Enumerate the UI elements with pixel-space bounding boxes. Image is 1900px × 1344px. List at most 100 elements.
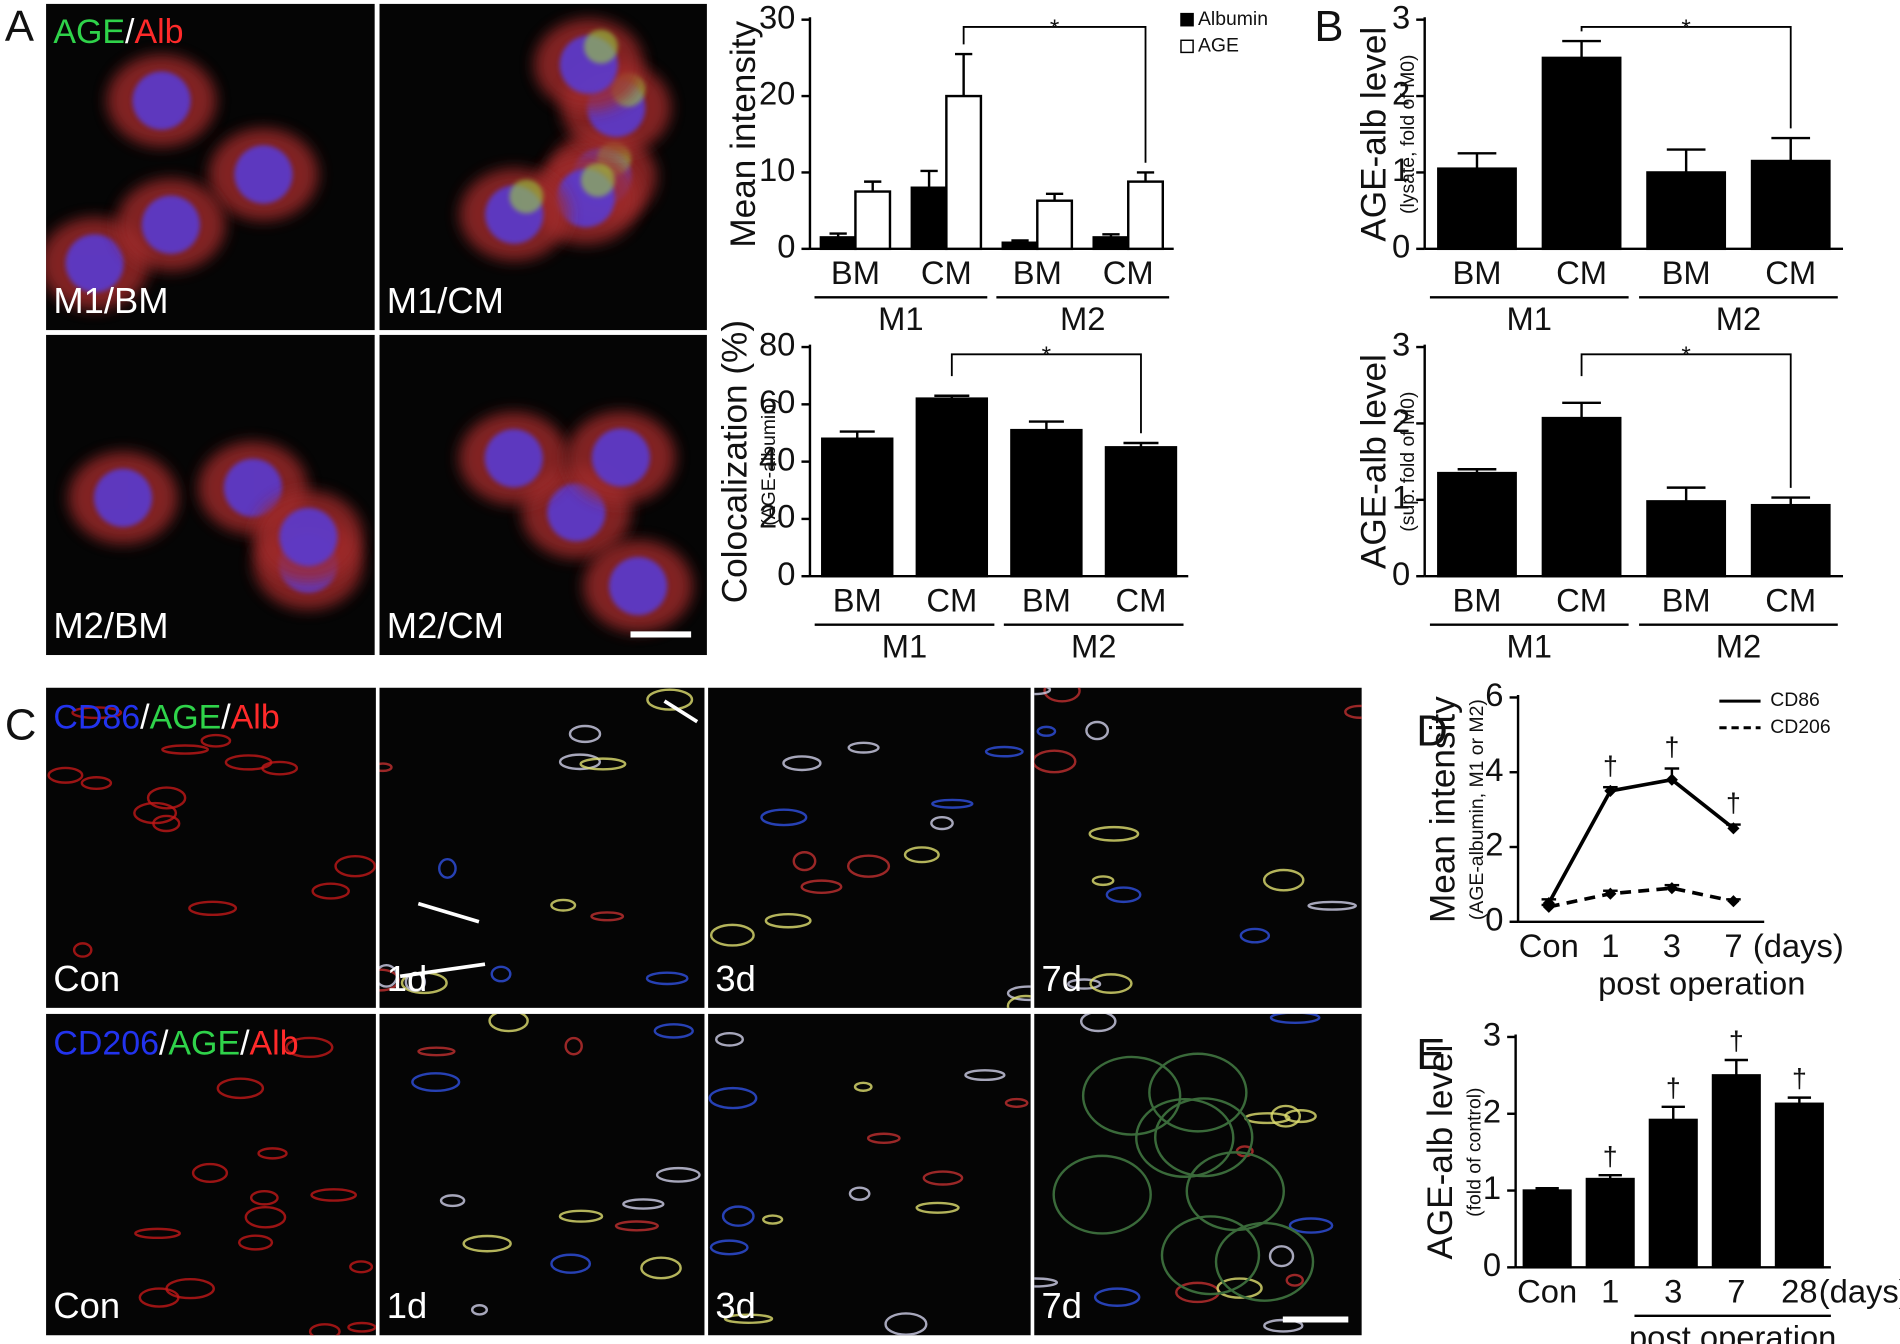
y-tick-label: 0 xyxy=(1392,227,1410,264)
fiber-signal xyxy=(1216,1277,1263,1299)
fiber xyxy=(1160,1215,1261,1296)
title-part: / xyxy=(159,1024,169,1062)
marker xyxy=(1542,900,1555,913)
panel-letter: A xyxy=(5,2,35,51)
fiber-signal xyxy=(462,1234,512,1253)
y-tick-label: 0 xyxy=(777,227,795,264)
fiber-signal xyxy=(1105,886,1142,904)
y-subtitle: (lysate, fold of M0) xyxy=(1397,55,1419,215)
bar xyxy=(1104,446,1178,578)
marker xyxy=(1727,895,1740,908)
fiber-signal xyxy=(134,1227,181,1240)
fiber-signal xyxy=(308,1323,341,1336)
bar xyxy=(1750,159,1831,251)
bar xyxy=(1711,1074,1761,1269)
y-tick-label: 40 xyxy=(759,440,795,477)
y-tick-label: 3 xyxy=(1483,1016,1501,1053)
bar xyxy=(1646,500,1727,578)
image-label: 1d xyxy=(387,1285,427,1326)
title-part: / xyxy=(240,1024,250,1062)
x-tick-label: BM xyxy=(1022,582,1071,619)
x-tick-label: BM xyxy=(1013,254,1062,291)
image-content xyxy=(459,411,693,633)
fiber-signal xyxy=(71,706,123,720)
fiber-signal xyxy=(853,1081,873,1092)
fiber-signal xyxy=(1088,825,1140,842)
nucleus xyxy=(93,468,153,527)
bar xyxy=(1541,56,1622,251)
y-tick-label: 2 xyxy=(1392,402,1410,439)
y-tick-label: 60 xyxy=(759,383,795,420)
fiber xyxy=(1052,1154,1152,1235)
x-tick-label: 28 xyxy=(1781,1273,1817,1310)
fiber-signal xyxy=(550,1253,592,1274)
image-title: CD86/AGE/Alb xyxy=(53,698,279,736)
image-label: 3d xyxy=(715,958,755,999)
fiber-signal xyxy=(133,801,178,825)
fiber-signal xyxy=(146,786,187,810)
fiber-signal xyxy=(244,1205,287,1229)
fiber-signal xyxy=(379,762,393,773)
fiber-signal xyxy=(1091,875,1115,887)
fiber-signal xyxy=(417,1046,456,1057)
x-tick-label: BM xyxy=(833,582,882,619)
y-subtitle: (sup. fold of M0) xyxy=(1397,392,1419,532)
x-tick-label: CM xyxy=(1765,254,1816,291)
micrograph: 3d xyxy=(708,687,1031,1008)
x-tick-label: 1 xyxy=(1601,1273,1619,1310)
image-label: M2/BM xyxy=(53,605,168,646)
image-content xyxy=(709,741,1031,1008)
nucleus xyxy=(279,507,338,567)
fiber-signal xyxy=(490,965,512,983)
panel-letter: D xyxy=(1416,706,1448,755)
x-tick-label: CM xyxy=(926,582,977,619)
bracket xyxy=(950,353,1142,434)
y-tick-label: 6 xyxy=(1485,676,1503,713)
group-label: M1 xyxy=(878,300,923,337)
marker xyxy=(1604,887,1617,900)
x-tick-label: BM xyxy=(1662,254,1711,291)
title-part: Alb xyxy=(134,13,183,51)
fiber-signal xyxy=(249,1189,279,1206)
fiber-signal xyxy=(1004,1097,1029,1109)
bar xyxy=(1774,1102,1824,1269)
y-title: Mean intensity xyxy=(1424,696,1463,923)
fiber-signal xyxy=(1344,704,1362,719)
fiber-signal xyxy=(931,798,974,809)
arrow xyxy=(399,962,486,979)
error-bar xyxy=(920,169,938,188)
age-signal xyxy=(580,162,615,197)
bar xyxy=(1001,241,1039,251)
bar xyxy=(1646,171,1727,251)
bracket-label: * xyxy=(1050,15,1060,42)
error-bar xyxy=(1562,39,1601,58)
fiber-signal xyxy=(1262,868,1305,892)
fiber-signal xyxy=(438,857,457,879)
group-label: M1 xyxy=(882,628,927,665)
fiber-signal xyxy=(1006,994,1031,1008)
image-content xyxy=(134,1036,376,1336)
micrograph: M1/CM xyxy=(379,3,707,331)
x-tick-label: CM xyxy=(1556,254,1607,291)
group-label: M2 xyxy=(1071,628,1116,665)
bar xyxy=(1648,1118,1698,1269)
arrow xyxy=(663,699,699,724)
fiber-signal xyxy=(1036,725,1057,737)
fiber-signal xyxy=(564,1036,583,1056)
fiber-signal xyxy=(848,1186,871,1201)
fiber-signal xyxy=(558,753,602,771)
age-signal xyxy=(509,179,544,214)
error-bar xyxy=(1771,496,1811,506)
fiber-signal xyxy=(930,815,954,831)
micrograph: 7d xyxy=(1034,687,1362,1008)
fiber-signal xyxy=(1089,973,1133,994)
x-title: post operation xyxy=(1598,965,1805,1002)
x-tick-label: CM xyxy=(1103,254,1154,291)
fiber-signal xyxy=(200,733,232,748)
image-background xyxy=(379,687,705,1008)
bar xyxy=(945,94,983,251)
error-bar xyxy=(1457,152,1497,169)
fiber-signal xyxy=(1006,985,1031,1002)
legend-label: CD86 xyxy=(1770,689,1820,711)
fiber-signal xyxy=(640,1256,682,1280)
